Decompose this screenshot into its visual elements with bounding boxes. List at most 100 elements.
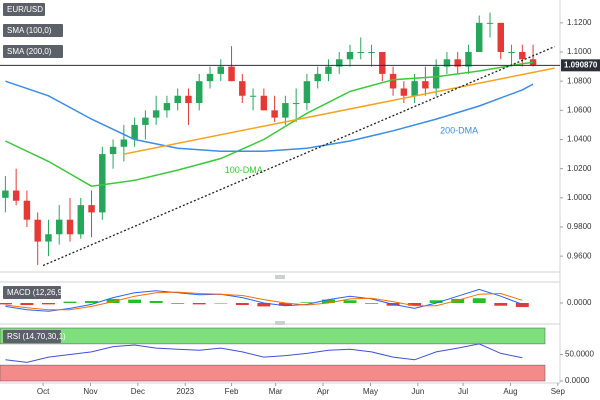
x-tick-label: Jun bbox=[411, 387, 424, 396]
macd-line bbox=[5, 288, 523, 312]
sma-line bbox=[5, 80, 534, 152]
histogram-bar bbox=[472, 298, 486, 303]
rsi-band bbox=[0, 327, 546, 345]
histogram-bar bbox=[365, 303, 378, 304]
x-tick-label: Aug bbox=[503, 387, 517, 396]
histogram-bar bbox=[278, 303, 292, 306]
candle-body bbox=[88, 205, 95, 213]
x-tick-label: Nov bbox=[83, 387, 97, 396]
x-tick-label: Oct bbox=[37, 387, 50, 396]
label-box bbox=[3, 286, 61, 299]
candle-body bbox=[411, 81, 418, 96]
x-tick-label: Dec bbox=[131, 387, 145, 396]
candle-body bbox=[12, 190, 20, 201]
trend-line bbox=[123, 67, 555, 155]
x-tick-label: Feb bbox=[225, 387, 239, 396]
y-tick-label: 1.1200 bbox=[567, 18, 592, 27]
y-tick-label: 0.9600 bbox=[567, 251, 592, 260]
histogram-bar bbox=[42, 303, 55, 305]
label-box bbox=[3, 3, 45, 16]
label-box bbox=[3, 330, 61, 343]
candle-body bbox=[56, 219, 63, 235]
y-tick-label: 1.0400 bbox=[567, 135, 592, 144]
candle-body bbox=[519, 52, 526, 60]
x-tick-label: Mar bbox=[269, 387, 283, 396]
y-tick-label: 1.0200 bbox=[567, 164, 592, 173]
label-text: RSI (14,70,30,1) bbox=[7, 332, 66, 341]
candle-body bbox=[131, 124, 138, 140]
sma-line bbox=[5, 61, 534, 187]
label-text: SMA (100,0) bbox=[7, 26, 52, 35]
histogram-bar bbox=[300, 302, 314, 303]
histogram-bar bbox=[128, 299, 142, 303]
price-tag-label: 1.090870 bbox=[564, 60, 598, 69]
histogram-bar bbox=[192, 303, 206, 305]
label-text: MACD (12,26,9) bbox=[7, 288, 65, 297]
histogram-bar bbox=[343, 300, 357, 303]
macd-line bbox=[5, 291, 523, 311]
histogram-bar bbox=[0, 303, 12, 305]
candle-body bbox=[443, 59, 451, 67]
histogram-bar bbox=[106, 298, 120, 303]
candle-body bbox=[476, 22, 483, 53]
candle-body bbox=[346, 52, 354, 60]
candle-body bbox=[465, 52, 472, 67]
histogram-bar bbox=[171, 303, 185, 304]
candle-body bbox=[142, 117, 149, 125]
candle-body bbox=[163, 103, 171, 111]
histogram-bar bbox=[451, 298, 465, 303]
histogram-bar bbox=[322, 299, 335, 303]
x-tick-label: Apr bbox=[317, 387, 330, 396]
candle-body bbox=[379, 52, 386, 74]
rsi-band bbox=[0, 364, 546, 382]
candle-body bbox=[217, 66, 224, 74]
candle-body bbox=[23, 200, 31, 220]
annotation: 100-DMA bbox=[225, 165, 263, 175]
candle-body bbox=[497, 22, 504, 53]
x-tick-label: Jul bbox=[458, 387, 468, 396]
candle-body bbox=[400, 88, 408, 96]
trend-line bbox=[42, 46, 555, 267]
histogram-bar bbox=[214, 303, 228, 304]
resize-handle[interactable] bbox=[275, 275, 285, 325]
candle-body bbox=[66, 219, 74, 235]
histogram-bar bbox=[149, 300, 163, 303]
candle-body bbox=[185, 95, 192, 104]
candle-body bbox=[34, 219, 41, 242]
label-box bbox=[3, 45, 63, 58]
candle-body bbox=[174, 95, 181, 104]
y-tick-label: 0.0000 bbox=[567, 298, 592, 307]
price-tag bbox=[561, 59, 600, 72]
histogram-bar bbox=[429, 300, 443, 303]
candle-body bbox=[228, 66, 235, 82]
label-text: EUR/USD bbox=[7, 5, 43, 14]
y-tick-label: 1.1000 bbox=[567, 47, 592, 56]
candle-body bbox=[109, 146, 117, 155]
candle-body bbox=[325, 66, 332, 74]
candle-body bbox=[336, 59, 343, 67]
candle-body bbox=[508, 52, 515, 54]
candle-body bbox=[368, 52, 375, 54]
histogram-bar bbox=[408, 303, 422, 306]
candle-body bbox=[389, 73, 397, 89]
candle-body bbox=[249, 95, 257, 97]
histogram-bar bbox=[257, 303, 271, 307]
x-tick-label: May bbox=[363, 387, 378, 396]
candle-body bbox=[260, 95, 268, 111]
candle-body bbox=[314, 73, 321, 82]
histogram-bar bbox=[494, 303, 508, 306]
annotation: 200-DMA bbox=[440, 125, 478, 135]
rsi-line bbox=[5, 343, 523, 363]
candle-body bbox=[486, 22, 494, 24]
candle-body bbox=[45, 234, 52, 242]
candle-body bbox=[120, 139, 128, 147]
label-box bbox=[3, 24, 63, 37]
candle-body bbox=[239, 81, 246, 96]
candle-body bbox=[303, 81, 311, 104]
x-tick-label: Sep bbox=[551, 387, 566, 396]
histogram-bar bbox=[63, 301, 77, 303]
candle-body bbox=[282, 103, 289, 118]
y-tick-label: 50.0000 bbox=[565, 350, 594, 359]
candle-body bbox=[2, 190, 9, 198]
